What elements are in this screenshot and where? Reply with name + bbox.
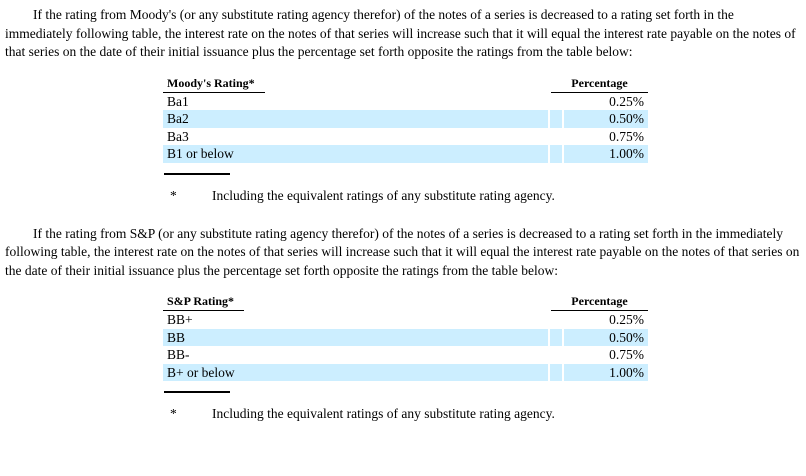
table-row: Ba2 0.50% (163, 110, 648, 128)
cell-spacer (550, 311, 562, 329)
table-header-row: S&P Rating* Percentage (163, 294, 648, 311)
rating-cell: B1 or below (163, 145, 548, 163)
footnote-asterisk: * (170, 406, 177, 421)
cell-spacer (550, 128, 562, 146)
table-row: B+ or below 1.00% (163, 363, 648, 381)
percentage-cell: 0.25% (609, 312, 644, 327)
footnote-text: Including the equivalent ratings of any … (212, 187, 555, 203)
footnote: * Including the equivalent ratings of an… (170, 187, 806, 205)
paragraph-moodys-intro: If the rating from Moody's (or any subst… (5, 7, 796, 59)
cell-spacer (550, 328, 562, 346)
rating-cell: Ba2 (163, 110, 548, 128)
rating-column-header: S&P Rating* (163, 294, 551, 311)
cell-spacer (550, 363, 562, 381)
footnote-separator (164, 391, 230, 393)
percentage-cell: 0.75% (609, 128, 644, 144)
percentage-cell: 1.00% (564, 363, 648, 381)
rating-cell: BB+ (167, 312, 193, 327)
table-body: BB+ 0.25% BB 0.50% BB- 0.75% (163, 311, 648, 381)
table-row: Ba3 0.75% (163, 128, 648, 146)
table-row: B1 or below 1.00% (163, 145, 648, 163)
cell-spacer (550, 93, 562, 111)
percentage-column-header: Percentage (551, 76, 648, 93)
footnote: * Including the equivalent ratings of an… (170, 405, 806, 423)
paragraph-sp-intro: If the rating from S&P (or any substitut… (5, 225, 800, 278)
cell-spacer (550, 110, 562, 128)
rating-cell: Ba3 (167, 128, 189, 144)
table-row: BB+ 0.25% (163, 311, 648, 329)
footnote-asterisk: * (170, 187, 177, 203)
percentage-cell: 0.50% (564, 328, 648, 346)
cell-spacer (550, 346, 562, 364)
percentage-cell: 0.25% (609, 93, 644, 109)
sp-rating-table: S&P Rating* Percentage BB+ 0.25% BB 0.50… (163, 294, 648, 381)
percentage-cell: 1.00% (564, 145, 648, 163)
percentage-cell: 0.75% (609, 347, 644, 362)
rating-cell: BB (163, 328, 548, 346)
percentage-column-header: Percentage (551, 294, 648, 311)
footnote-separator (164, 172, 230, 175)
rating-cell: B+ or below (163, 363, 548, 381)
table-body: Ba1 0.25% Ba2 0.50% Ba3 0.75% (163, 93, 648, 163)
table-header-row: Moody's Rating* Percentage (163, 76, 648, 93)
moodys-rating-table: Moody's Rating* Percentage Ba1 0.25% Ba2… (163, 76, 648, 163)
cell-spacer (550, 145, 562, 163)
rating-cell: Ba1 (167, 93, 189, 109)
footnote-text: Including the equivalent ratings of any … (212, 406, 555, 421)
table-row: BB 0.50% (163, 328, 648, 346)
rating-column-header: Moody's Rating* (163, 76, 551, 93)
table-row: Ba1 0.25% (163, 93, 648, 111)
percentage-cell: 0.50% (564, 110, 648, 128)
table-row: BB- 0.75% (163, 346, 648, 364)
rating-cell: BB- (167, 347, 190, 362)
